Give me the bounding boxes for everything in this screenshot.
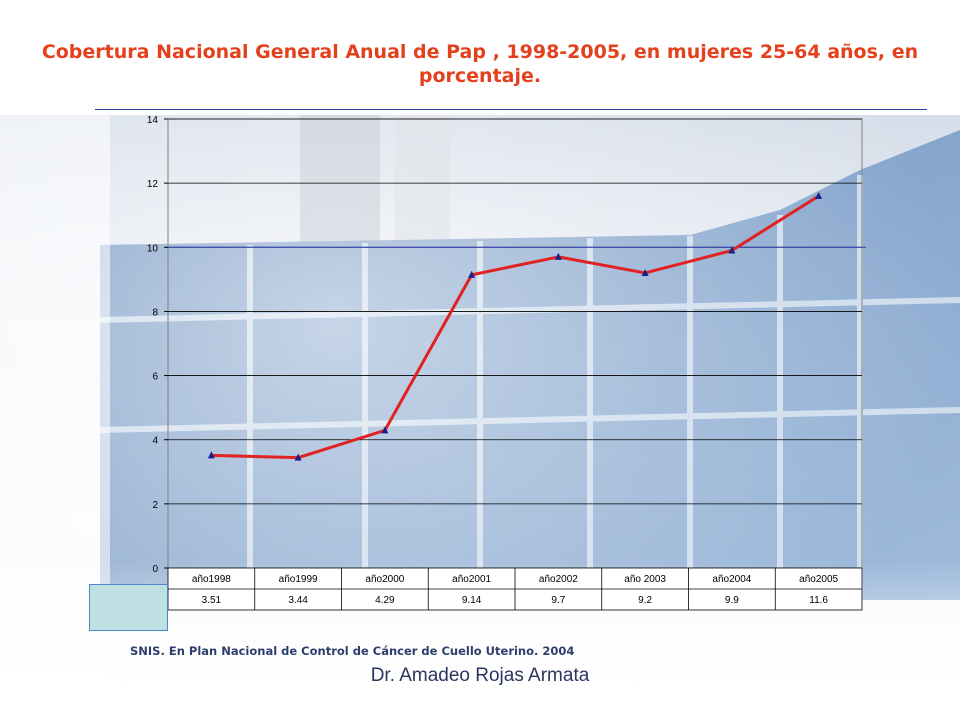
source-note: SNIS. En Plan Nacional de Control de Cán…	[130, 644, 575, 658]
data-table-value: 9.2	[638, 595, 652, 606]
y-tick-label: 6	[152, 372, 158, 383]
data-point-marker	[641, 268, 649, 276]
legend-key	[89, 584, 168, 631]
data-table-value: 3.44	[288, 595, 308, 606]
x-tick-label: año2002	[539, 574, 578, 585]
x-tick-label: año2004	[712, 574, 751, 585]
author-name: Dr. Amadeo Rojas Armata	[370, 665, 590, 686]
x-tick-label: año2005	[799, 574, 838, 585]
y-tick-label: 0	[152, 564, 158, 575]
series-line	[211, 194, 820, 460]
y-tick-label: 4	[152, 436, 158, 447]
data-table-value: 9.9	[725, 595, 739, 606]
chart-title-line2: porcentaje.	[418, 65, 542, 87]
data-table-value: 3.51	[202, 595, 222, 606]
y-tick-label: 14	[147, 115, 159, 126]
title-divider	[95, 109, 927, 110]
x-tick-label: año 2003	[624, 574, 666, 585]
data-point-marker	[381, 426, 389, 434]
data-point-marker	[468, 270, 476, 278]
y-tick-label: 10	[147, 243, 159, 254]
data-point-marker	[815, 191, 823, 199]
data-point-marker	[554, 252, 562, 260]
data-table-value: 9.7	[551, 595, 565, 606]
data-point-marker	[207, 451, 215, 459]
data-table-value: 11.6	[809, 595, 828, 606]
plot-area	[167, 118, 863, 569]
chart-title: Cobertura Nacional General Anual de Pap …	[30, 40, 930, 88]
data-point-marker	[294, 453, 302, 461]
x-tick-label: año2001	[452, 574, 491, 585]
x-tick-label: año1999	[279, 574, 318, 585]
y-tick-label: 12	[147, 179, 159, 190]
x-tick-label: año1998	[192, 574, 231, 585]
data-table-value: 4.29	[375, 595, 395, 606]
y-tick-label: 8	[152, 307, 158, 318]
data-point-marker	[728, 246, 736, 254]
data-table-value: 9.14	[462, 595, 482, 606]
chart-title-line1: Cobertura Nacional General Anual de Pap …	[41, 41, 919, 63]
y-tick-label: 2	[152, 500, 158, 511]
x-tick-label: año2000	[365, 574, 404, 585]
